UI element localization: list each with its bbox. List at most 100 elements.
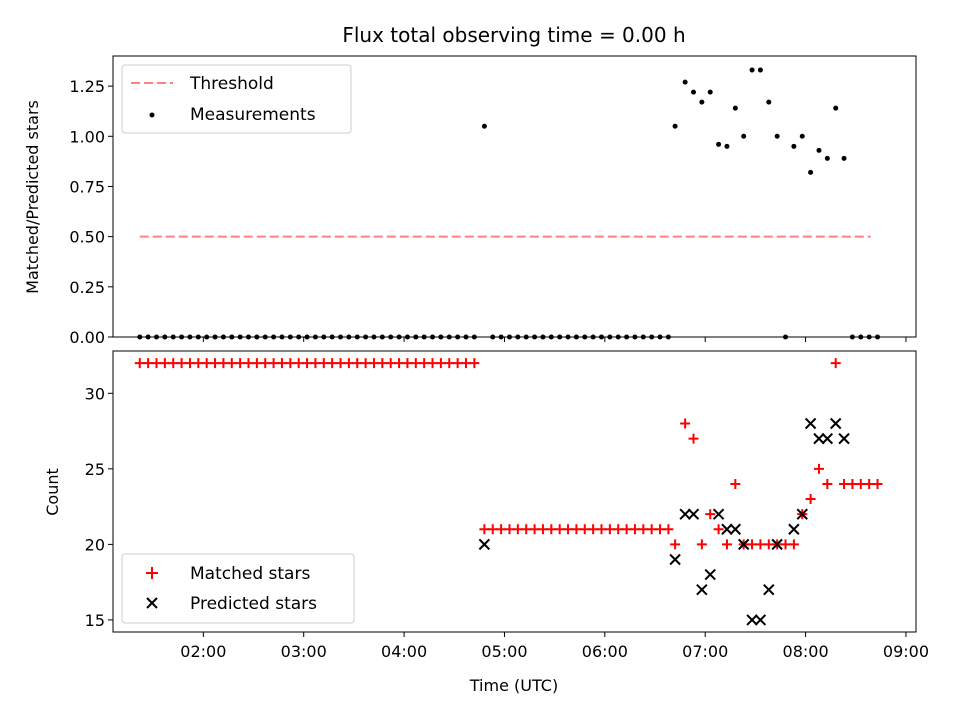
- matched-star-point: [193, 358, 204, 369]
- predicted-star-point: [704, 568, 716, 581]
- matched-star-point: [713, 524, 724, 535]
- predicted-star-point: [796, 508, 808, 520]
- predicted-star-point: [754, 614, 767, 626]
- matched-star-point: [143, 358, 154, 369]
- matched-star-point: [176, 358, 187, 369]
- top-panel: 0.00 0.25 0.50 0.75 1.00 1.25 Matched/Predict…: [23, 55, 917, 347]
- measurement-point: [716, 141, 722, 147]
- bottom-y-tick-label: 20: [85, 535, 105, 554]
- matched-star-point: [872, 478, 883, 489]
- matched-star-point: [696, 539, 707, 550]
- predicted-star-point: [729, 523, 742, 535]
- measurement-point: [749, 67, 755, 73]
- top-y-tick-label: 0.00: [69, 328, 105, 347]
- predicted-star-point: [721, 523, 733, 535]
- matched-star-point: [268, 358, 279, 369]
- matched-star-point: [847, 478, 858, 489]
- matched-star-point: [596, 524, 607, 535]
- matched-star-point: [352, 358, 363, 369]
- top-y-ticks: 0.00 0.25 0.50 0.75 1.00 1.25: [69, 77, 113, 347]
- matched-star-point: [285, 358, 296, 369]
- measurement-point: [816, 147, 822, 153]
- matched-star-point: [368, 358, 379, 369]
- legend-predicted-swatch: [146, 597, 158, 609]
- matched-star-point: [151, 358, 162, 369]
- chart-title: Flux total observing time = 0.00 h: [342, 23, 685, 47]
- matched-star-point: [655, 524, 666, 535]
- measurement-point: [841, 155, 847, 161]
- bottom-x-tick-label: 06:00: [582, 642, 628, 661]
- bottom-x-ticks: 02:00 03:00 04:00 05:00 06:00 07:00 08:00 09:00: [180, 632, 929, 661]
- matched-star-point: [755, 539, 766, 550]
- matched-star-point: [460, 358, 471, 369]
- bottom-x-tick-label: 02:00: [180, 642, 226, 661]
- matched-star-point: [134, 358, 145, 369]
- measurement-point: [774, 133, 780, 139]
- matched-star-point: [621, 524, 632, 535]
- predicted-star-point: [829, 417, 842, 430]
- legend-predicted-label: Predicted stars: [190, 594, 317, 614]
- bottom-y-tick-label: 25: [85, 460, 105, 479]
- matched-star-point: [260, 358, 271, 369]
- legend-matched-label: Matched stars: [190, 564, 310, 584]
- matched-star-point: [243, 358, 254, 369]
- predicted-star-point: [669, 553, 681, 566]
- matched-star-point: [546, 524, 557, 535]
- matched-star-point: [780, 539, 791, 550]
- matched-star-point: [646, 524, 657, 535]
- measurement-point: [799, 133, 805, 139]
- top-axes-frame: [112, 55, 917, 338]
- matched-star-point: [410, 358, 421, 369]
- matched-star-point: [201, 358, 212, 369]
- matched-star-point: [554, 524, 565, 535]
- measurement-point: [481, 123, 487, 129]
- measurement-point: [682, 79, 688, 85]
- predicted-star-point: [804, 417, 817, 430]
- predicted-star-point: [712, 508, 725, 520]
- measurement-point: [791, 143, 797, 149]
- matched-star-point: [730, 478, 741, 489]
- bottom-panel: 02:00 03:00 04:00 05:00 06:00 07:00 08:00 09:00…: [43, 350, 929, 695]
- top-y-tick-label: 1.25: [69, 77, 105, 96]
- matched-star-point: [864, 478, 875, 489]
- matched-star-point: [688, 433, 699, 444]
- matched-star-point: [385, 358, 396, 369]
- matched-star-point: [360, 358, 371, 369]
- matched-star-point: [747, 539, 758, 550]
- matched-star-point: [563, 524, 574, 535]
- matched-star-point: [427, 358, 438, 369]
- matched-star-point: [444, 358, 455, 369]
- matched-star-point: [496, 524, 507, 535]
- matched-star-point: [813, 463, 824, 474]
- measurement-point: [724, 143, 730, 149]
- matched-star-point: [318, 358, 329, 369]
- matched-star-point: [629, 524, 640, 535]
- matched-star-point: [721, 539, 732, 550]
- matched-star-point: [670, 539, 681, 550]
- top-y-tick-label: 0.50: [69, 228, 105, 247]
- matched-star-point: [210, 358, 221, 369]
- measurement-point: [833, 105, 839, 111]
- matched-star-point: [218, 358, 229, 369]
- measurement-point: [824, 155, 830, 161]
- bottom-legend-frame: [121, 553, 355, 624]
- matched-star-point: [394, 358, 405, 369]
- matched-star-point: [805, 494, 816, 505]
- measurement-point: [707, 89, 713, 95]
- matched-star-point: [588, 524, 599, 535]
- measurement-point: [672, 123, 678, 129]
- matched-star-point: [855, 478, 866, 489]
- bottom-plot-area: [134, 358, 883, 626]
- bottom-x-axis-label: Time (UTC): [469, 676, 558, 695]
- bottom-y-axis-label: Count: [43, 468, 62, 516]
- matched-star-point: [579, 524, 590, 535]
- matched-star-point: [327, 358, 338, 369]
- bottom-x-tick-label: 08:00: [783, 642, 829, 661]
- predicted-star-point: [821, 432, 834, 445]
- matched-star-point: [452, 358, 463, 369]
- legend-measurements-swatch: [149, 112, 155, 118]
- top-y-tick-label: 1.00: [69, 127, 105, 146]
- top-x-ticks: [202, 337, 907, 342]
- matched-star-point: [521, 524, 532, 535]
